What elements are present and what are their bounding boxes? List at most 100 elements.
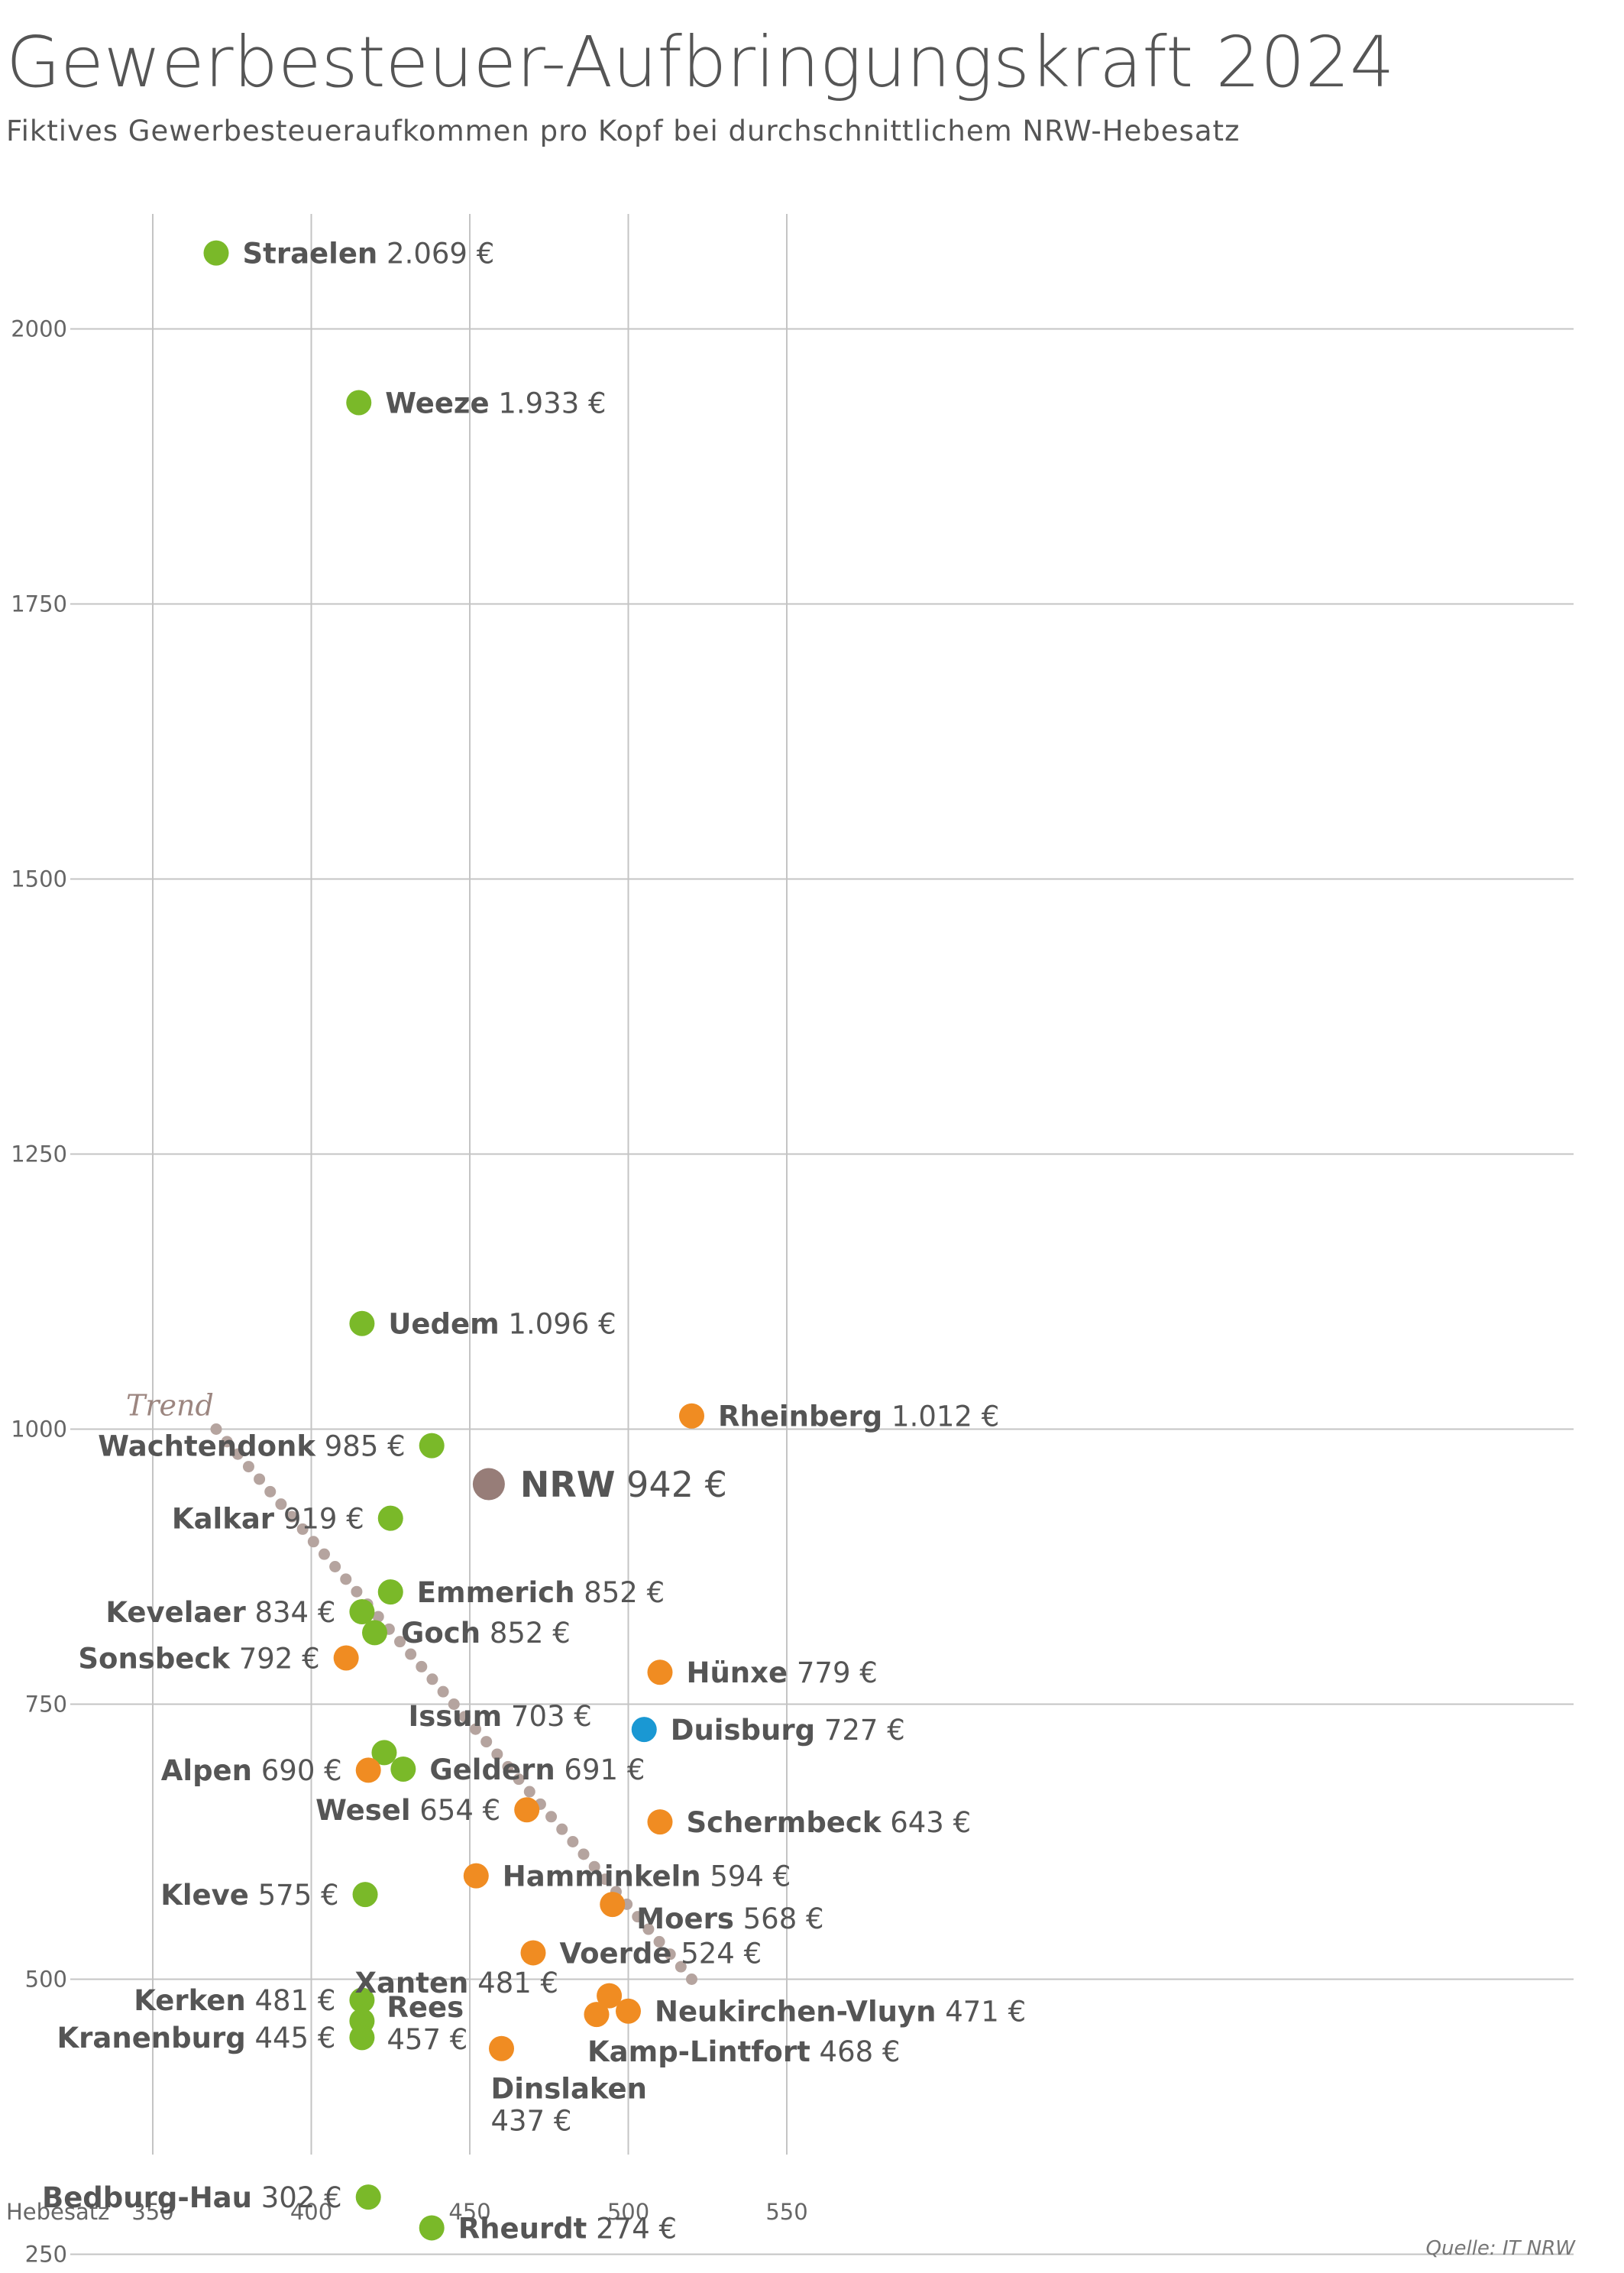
point-kevelaer	[349, 1599, 375, 1625]
value-label-wesel: 654 €	[411, 1794, 501, 1827]
point-label-rheinberg: Rheinberg	[718, 1400, 882, 1433]
value-label-moers: 568 €	[734, 1902, 824, 1935]
point-label-rees: Rees	[387, 1991, 464, 2024]
value-label-kamp-lintfort: 468 €	[810, 2035, 901, 2068]
value-label-xanten: 481 €	[468, 1967, 558, 1999]
source-note: Quelle: IT NRW	[1425, 2237, 1575, 2260]
trend-dot	[351, 1585, 363, 1598]
point-label-bedburg-hau: Bedburg-Hau	[42, 2181, 252, 2214]
point-label-kamp-lintfort: Kamp-Lintfort	[587, 2035, 810, 2068]
chart-title: Gewerbesteuer-Aufbringungskraft 2024	[6, 21, 1395, 103]
x-tick-label-350: 350	[131, 2199, 173, 2225]
label-hamminkeln: Hamminkeln 594 €	[503, 1860, 791, 1893]
x-tick-label-450: 450	[448, 2199, 490, 2225]
value-label-rheurdt: 274 €	[587, 2212, 677, 2245]
trend-dot	[502, 1760, 514, 1773]
point-label-kalkar: Kalkar	[172, 1502, 275, 1535]
point-label-wachtendonk: Wachtendonk	[98, 1430, 316, 1462]
trend-dot	[307, 1536, 319, 1548]
point-voerde	[520, 1940, 546, 1966]
trend-dot	[513, 1773, 525, 1786]
point-wesel	[514, 1797, 540, 1823]
trend-label: Trend	[126, 1389, 214, 1423]
trend-dot	[686, 1973, 697, 1985]
point-label-sonsbeck: Sonsbeck	[78, 1642, 231, 1675]
label-geldern: Geldern 691 €	[429, 1753, 645, 1786]
label-emmerich: Emmerich 852 €	[417, 1576, 665, 1609]
x-tick-label-400: 400	[290, 2199, 332, 2225]
label-kerken: Kerken 481 €	[134, 1984, 335, 2017]
label-kranenburg: Kranenburg 445 €	[57, 2022, 335, 2054]
point-kranenburg	[349, 2025, 375, 2051]
trend-dot	[416, 1660, 428, 1672]
value-label-rheinberg: 1.012 €	[882, 1400, 999, 1433]
label-nrw: NRW 942 €	[520, 1464, 727, 1505]
trend-dot	[480, 1736, 493, 1748]
label-wesel: Wesel 654 €	[315, 1794, 500, 1827]
label-voerde: Voerde 524 €	[560, 1937, 762, 1970]
label-duisburg: Duisburg 727 €	[671, 1714, 905, 1747]
trend-dot	[242, 1461, 254, 1473]
trend-dot	[221, 1436, 233, 1448]
point-geldern	[390, 1756, 416, 1782]
value-label-duisburg: 727 €	[815, 1714, 905, 1747]
point-label-weeze: Weeze	[385, 387, 489, 419]
axis-layer: 350 400 450 500 550 250 500 750 1000 1250 1500 1750…	[6, 316, 808, 2268]
point-label-rheurdt: Rheurdt	[458, 2212, 587, 2245]
point-kalkar	[377, 1505, 403, 1531]
point-label-kevelaer: Kevelaer	[105, 1596, 246, 1629]
value-label-neukirchen-vluyn: 471 €	[936, 1996, 1026, 2029]
point-label-nrw: NRW	[520, 1464, 616, 1505]
trend-dot	[437, 1685, 449, 1698]
label-wachtendonk: Wachtendonk 985 €	[98, 1430, 405, 1462]
point-kerken	[349, 1987, 375, 2013]
y-tick-label-1750: 1750	[11, 591, 67, 617]
point-label-wesel: Wesel	[315, 1794, 410, 1827]
trend-dot	[329, 1561, 341, 1572]
label-sonsbeck: Sonsbeck 792 €	[78, 1642, 319, 1675]
value-label-alpen: 690 €	[252, 1754, 342, 1787]
label-neukirchen-vluyn: Neukirchen-Vluyn 471 €	[655, 1996, 1026, 2029]
trend-dot	[556, 1823, 568, 1835]
trend-dot	[632, 1911, 644, 1923]
label-weeze: Weeze 1.933 €	[385, 387, 606, 419]
label-rheinberg: Rheinberg 1.012 €	[718, 1400, 999, 1433]
y-tick-label-2000: 2000	[11, 316, 67, 342]
trend-dot	[264, 1485, 277, 1498]
point-rheurdt	[419, 2215, 445, 2241]
trend-dot	[275, 1498, 287, 1510]
point-moers	[600, 1892, 626, 1918]
value-label-hamminkeln: 594 €	[701, 1860, 791, 1893]
point-label-schermbeck: Schermbeck	[687, 1806, 882, 1839]
label-kamp-lintfort: Kamp-Lintfort 468 €	[587, 2035, 900, 2068]
value-label-geldern: 691 €	[555, 1753, 645, 1786]
point-hamminkeln	[463, 1863, 489, 1889]
trend-dot	[405, 1648, 417, 1660]
point-label-moers: Moers	[636, 1902, 734, 1935]
value-label-nrw: 942 €	[616, 1464, 727, 1505]
point-rheinberg	[679, 1403, 704, 1429]
trend-dot	[523, 1786, 535, 1798]
value-label-goch: 852 €	[480, 1617, 571, 1650]
trend-dot	[296, 1523, 309, 1535]
point-goch	[362, 1620, 387, 1646]
point-kamp-lintfort	[584, 2002, 610, 2028]
label-alpen: Alpen 690 €	[161, 1754, 342, 1787]
y-tick-label-1000: 1000	[11, 1417, 67, 1442]
point-straelen	[203, 240, 229, 266]
value-label-kevelaer: 834 €	[246, 1596, 336, 1629]
point-alpen	[355, 1757, 381, 1783]
y-tick-label-1250: 1250	[11, 1141, 67, 1167]
label-hünxe: Hünxe 779 €	[687, 1656, 878, 1689]
trend-dot	[567, 1836, 579, 1847]
value-label-weeze: 1.933 €	[490, 387, 607, 419]
value-label-issum: 703 €	[502, 1700, 592, 1733]
label-rheurdt: Rheurdt 274 €	[458, 2212, 677, 2245]
y-tick-label-750: 750	[25, 1692, 67, 1718]
point-label-duisburg: Duisburg	[671, 1714, 815, 1747]
point-label-uedem: Uedem	[388, 1308, 499, 1341]
label-kleve: Kleve 575 €	[160, 1879, 338, 1912]
trend-dot	[286, 1510, 298, 1523]
trend-dot	[231, 1448, 244, 1460]
